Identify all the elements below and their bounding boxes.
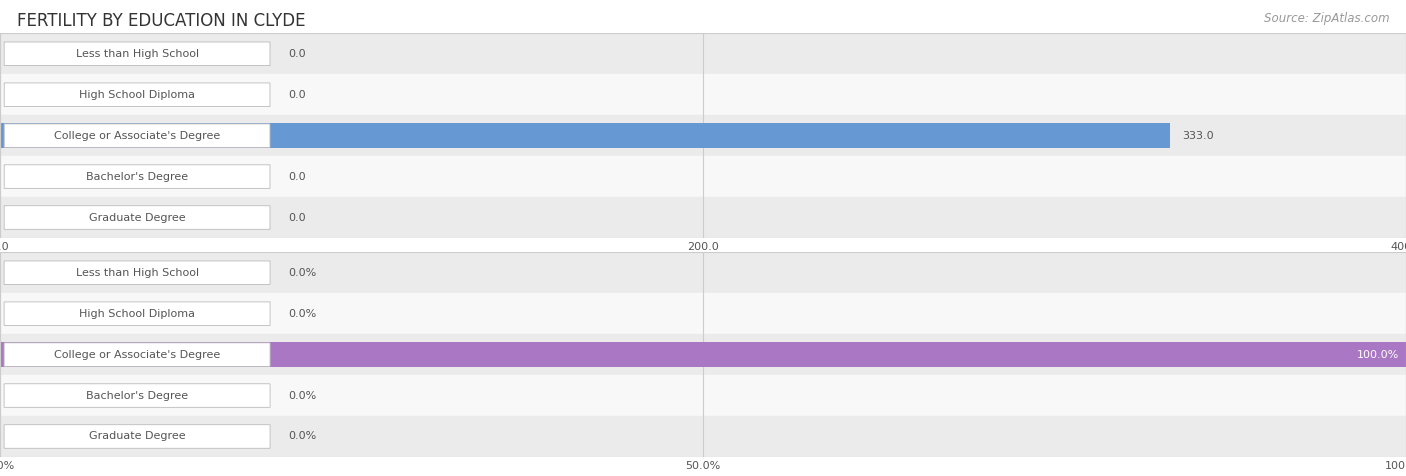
FancyBboxPatch shape [4,261,270,285]
Text: Graduate Degree: Graduate Degree [89,212,186,223]
Text: Source: ZipAtlas.com: Source: ZipAtlas.com [1264,12,1389,25]
Bar [0,252,1406,293]
Bar [0,334,1406,375]
Text: College or Associate's Degree: College or Associate's Degree [53,130,221,141]
Text: High School Diploma: High School Diploma [79,308,195,319]
Text: 0.0: 0.0 [288,89,307,100]
Text: FERTILITY BY EDUCATION IN CLYDE: FERTILITY BY EDUCATION IN CLYDE [17,12,305,30]
FancyBboxPatch shape [4,42,270,66]
Text: College or Associate's Degree: College or Associate's Degree [53,349,221,360]
FancyBboxPatch shape [4,302,270,326]
Bar [0,375,1406,416]
Bar [0,416,1406,457]
Bar [0,293,1406,334]
Bar [0,74,1406,115]
Text: 0.0: 0.0 [288,171,307,182]
Text: 0.0: 0.0 [288,212,307,223]
Bar [0,342,1406,367]
Bar [0,115,1406,156]
FancyBboxPatch shape [4,343,270,367]
Text: Bachelor's Degree: Bachelor's Degree [86,171,188,182]
FancyBboxPatch shape [4,384,270,407]
FancyBboxPatch shape [4,165,270,188]
Text: 0.0: 0.0 [288,49,307,59]
Text: 0.0%: 0.0% [288,390,316,401]
Text: High School Diploma: High School Diploma [79,89,195,100]
Text: 0.0%: 0.0% [288,431,316,442]
Text: 0.0%: 0.0% [288,268,316,278]
Text: Bachelor's Degree: Bachelor's Degree [86,390,188,401]
Text: 333.0: 333.0 [1181,130,1213,141]
Text: Less than High School: Less than High School [76,49,198,59]
Bar [0,123,1171,149]
FancyBboxPatch shape [4,425,270,448]
Bar [0,33,1406,74]
Text: 100.0%: 100.0% [1357,349,1399,360]
FancyBboxPatch shape [4,83,270,107]
Bar [0,156,1406,197]
Text: 0.0%: 0.0% [288,308,316,319]
FancyBboxPatch shape [4,206,270,229]
Text: Graduate Degree: Graduate Degree [89,431,186,442]
FancyBboxPatch shape [4,124,270,148]
Text: Less than High School: Less than High School [76,268,198,278]
Bar [0,197,1406,238]
